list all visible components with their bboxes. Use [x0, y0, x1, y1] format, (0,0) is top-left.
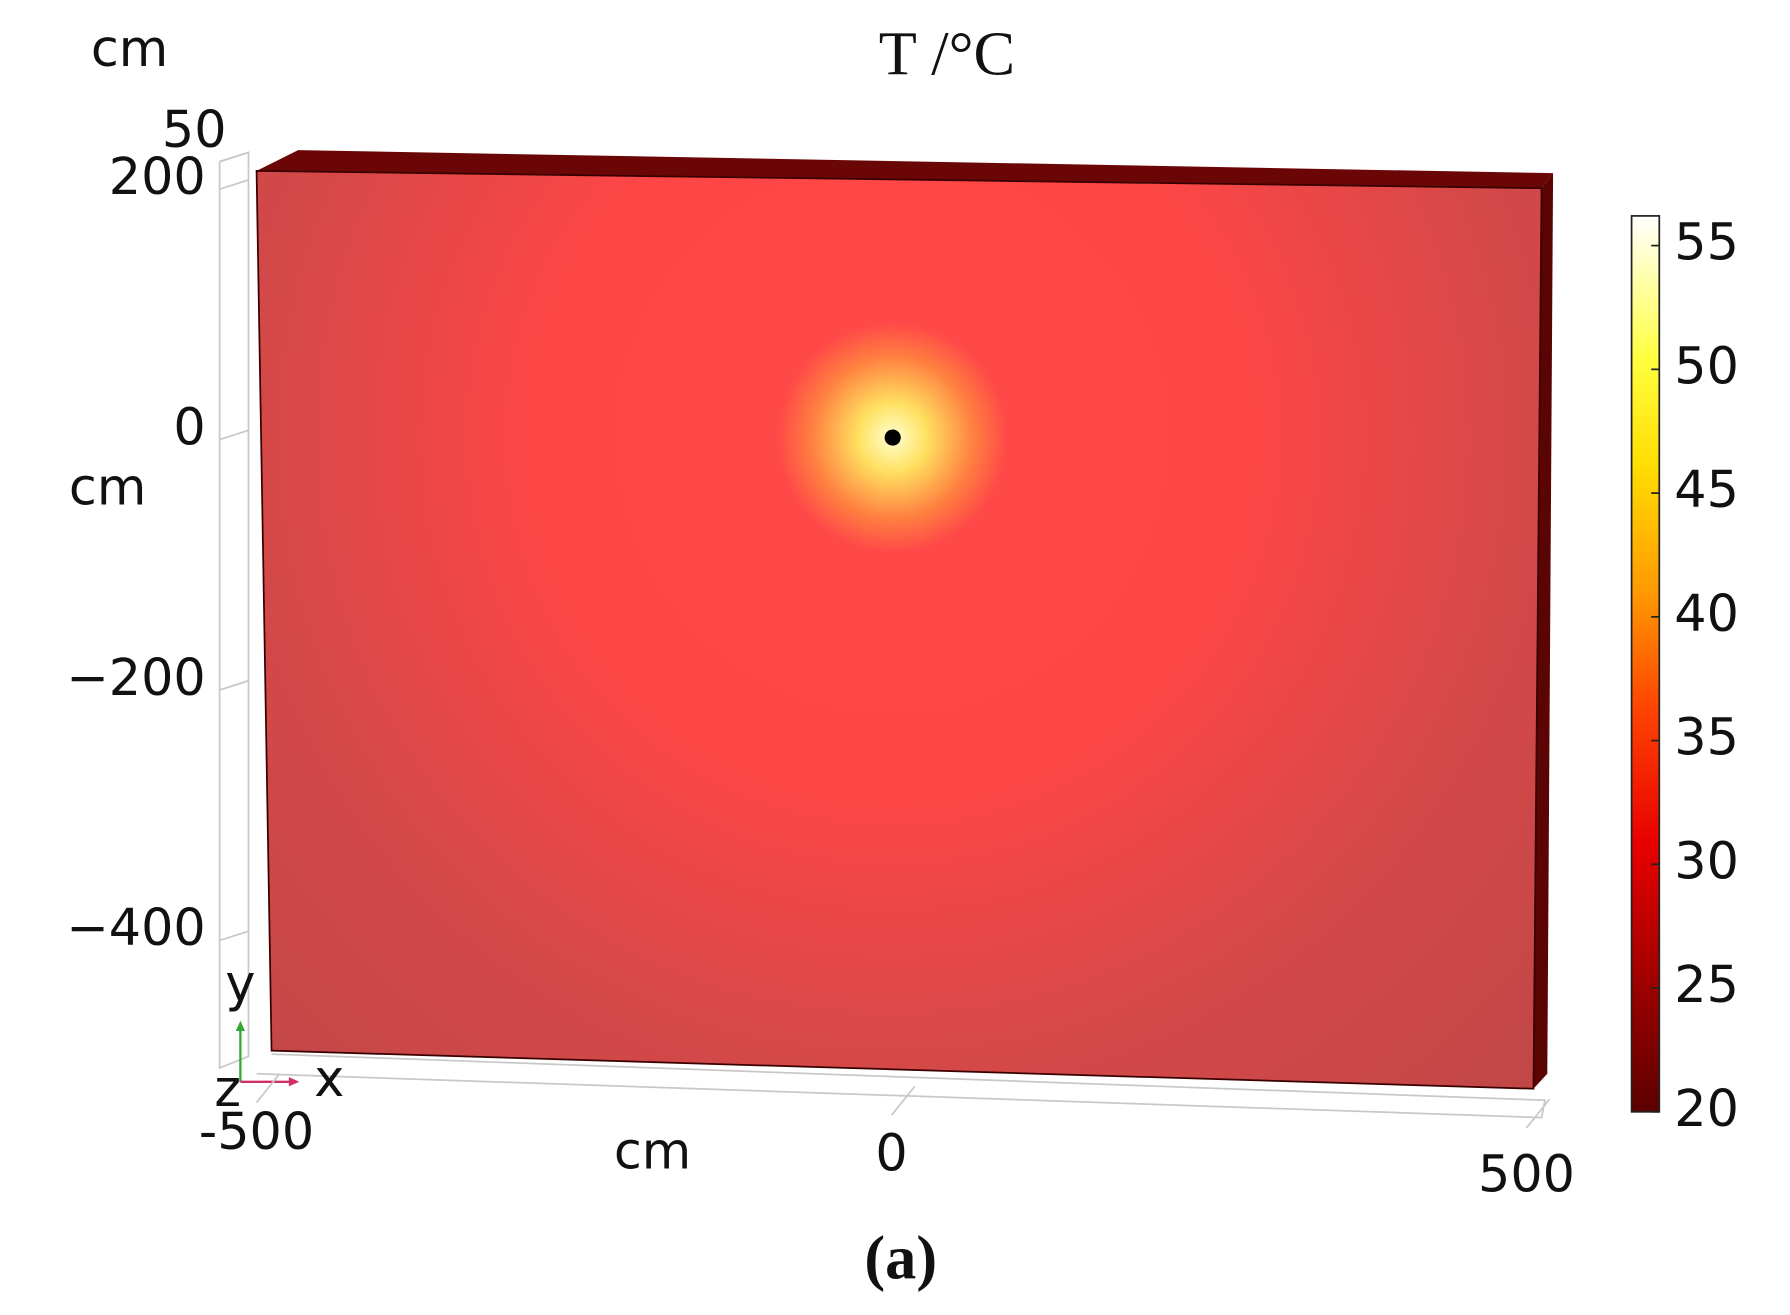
axis-frame	[256, 1053, 1547, 1119]
box-face	[255, 169, 1543, 1090]
z-unit: cm	[91, 19, 168, 78]
colorbar-tick-label: 30	[1674, 831, 1739, 890]
x-tick	[255, 1073, 281, 1104]
x-unit: cm	[614, 1122, 691, 1181]
x-tick-label: 0	[875, 1123, 907, 1182]
y-tick-label: −200	[66, 648, 205, 707]
triad-arrow	[288, 1077, 300, 1087]
box-side	[1533, 173, 1554, 1089]
y-tick-label: 200	[109, 147, 206, 206]
colorbar-tick-label: 40	[1674, 584, 1739, 643]
x-tick-label: 500	[1478, 1145, 1575, 1204]
heat-source	[884, 429, 901, 446]
z-tick-label: 50	[162, 100, 227, 159]
y-tick	[219, 179, 249, 190]
y-tick-label: −400	[66, 898, 205, 957]
colorbar-tick-label: 20	[1674, 1079, 1739, 1138]
caption: (a)	[864, 1224, 937, 1293]
chart-title: T /°C	[879, 19, 1015, 88]
box-top	[256, 150, 1554, 189]
colorbar-tick-label: 35	[1674, 708, 1739, 767]
colorbar	[1630, 215, 1661, 1113]
y-tick	[219, 429, 249, 441]
y-tick-label: 0	[173, 397, 205, 456]
triad-label: z	[214, 1059, 241, 1118]
x-tick-label: -500	[199, 1102, 314, 1161]
colorbar-tick-label: 25	[1674, 955, 1739, 1014]
colorbar-tick-label: 45	[1674, 460, 1739, 519]
colorbar-tick-label: 55	[1674, 213, 1739, 272]
colorbar-tick-label: 50	[1674, 336, 1739, 395]
y-tick	[219, 679, 249, 691]
y-tick	[219, 930, 249, 942]
axis-frame	[218, 151, 250, 1070]
z-tick	[219, 151, 249, 163]
x-tick	[1525, 1098, 1551, 1129]
triad-label: y	[225, 954, 255, 1013]
triad-arrow	[235, 1020, 246, 1031]
y-unit: cm	[69, 458, 146, 517]
x-tick	[890, 1085, 916, 1116]
triad-label: x	[314, 1049, 344, 1108]
